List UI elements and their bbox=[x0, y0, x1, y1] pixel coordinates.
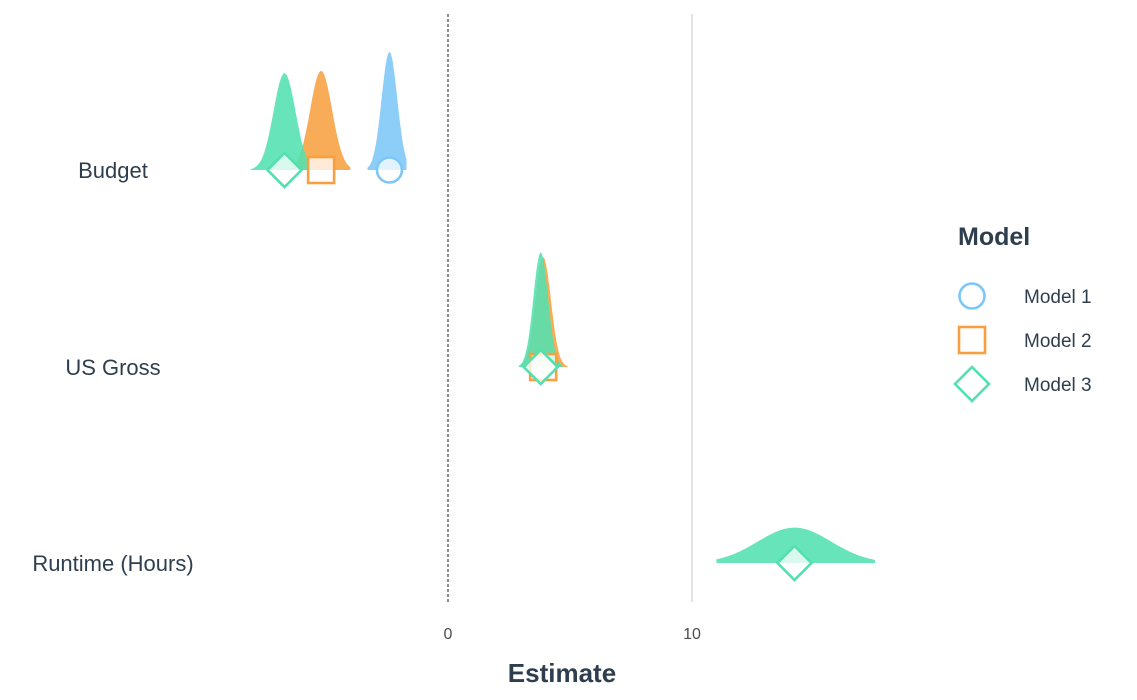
x-tick-label: 0 bbox=[444, 626, 453, 643]
category-label: US Gross bbox=[65, 355, 160, 380]
density-model-3 bbox=[250, 73, 312, 170]
legend: Model Model 1 Model 2 Model 3 bbox=[953, 223, 1092, 403]
axis-layer: Estimate 0 10 Budget US Gross Runtime (Hours… bbox=[32, 158, 701, 688]
point-model-3 bbox=[775, 544, 814, 582]
x-tick-label: 10 bbox=[683, 626, 701, 643]
marker-layer bbox=[265, 151, 814, 582]
legend-key-model-3 bbox=[953, 365, 991, 403]
category-label: Runtime (Hours) bbox=[32, 551, 193, 576]
density-model-2 bbox=[287, 70, 351, 170]
density-layer bbox=[250, 52, 875, 563]
grid-layer bbox=[447, 14, 693, 602]
legend-label: Model 1 bbox=[1024, 287, 1092, 308]
point-model-2 bbox=[306, 155, 336, 185]
density-model-3 bbox=[518, 252, 563, 367]
x-axis-title: Estimate bbox=[508, 658, 616, 688]
point-model-3 bbox=[265, 151, 304, 189]
density-model-3 bbox=[716, 527, 875, 563]
legend-key-model-1 bbox=[958, 282, 986, 310]
legend-title: Model bbox=[958, 223, 1030, 251]
density-model-1 bbox=[367, 52, 407, 170]
point-model-3 bbox=[521, 348, 560, 386]
category-label: Budget bbox=[78, 158, 148, 183]
point-model-1 bbox=[375, 156, 404, 184]
legend-key-model-2 bbox=[957, 325, 987, 355]
legend-label: Model 3 bbox=[1024, 375, 1092, 396]
legend-label: Model 2 bbox=[1024, 331, 1092, 352]
